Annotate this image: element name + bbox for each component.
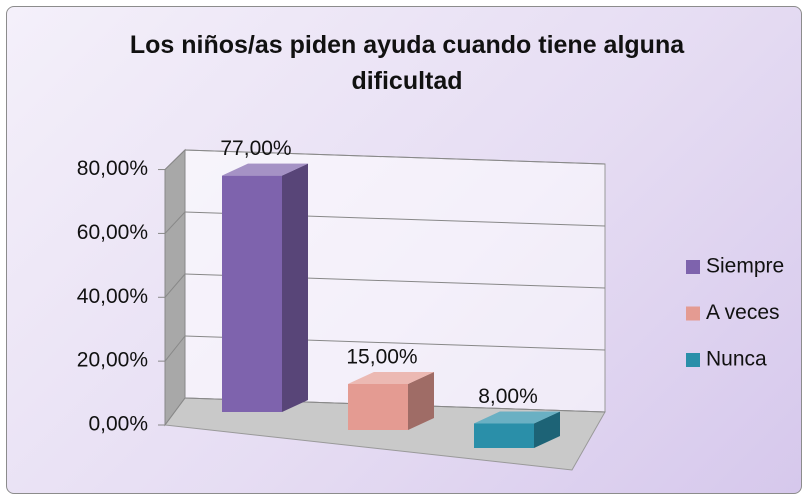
- bar-top-shade: [474, 411, 560, 424]
- bar-front: [222, 175, 282, 412]
- side-wall: [164, 148, 186, 427]
- bar-side-shade: [282, 163, 308, 412]
- bar-side: [408, 371, 434, 430]
- bar-top-shade: [222, 163, 308, 176]
- bar-side-shade: [408, 371, 434, 430]
- grid-line: [164, 211, 186, 234]
- bar-top: [348, 371, 434, 384]
- bar: [348, 371, 434, 430]
- bar-top: [474, 411, 560, 424]
- legend-swatch: [686, 260, 700, 274]
- bar-side: [534, 411, 560, 448]
- y-tick-label: 60,00%: [77, 221, 148, 244]
- value-label: 77,00%: [220, 137, 291, 160]
- bar-side: [282, 163, 308, 412]
- y-tick-label: 40,00%: [77, 285, 148, 308]
- y-tick-label: 0,00%: [88, 413, 148, 436]
- y-tick-label: 20,00%: [77, 349, 148, 372]
- value-label: 15,00%: [346, 346, 417, 369]
- grid-line: [184, 149, 606, 165]
- grid-line: [164, 335, 186, 362]
- legend-label: A veces: [706, 301, 780, 324]
- legend-swatch: [686, 353, 700, 367]
- y-tick-label: 80,00%: [77, 157, 148, 180]
- legend-swatch: [686, 306, 700, 321]
- value-label: 8,00%: [478, 385, 538, 408]
- bar: [222, 163, 308, 412]
- bar-front: [348, 383, 408, 430]
- legend-label: Nunca: [706, 348, 767, 371]
- bar-front: [474, 423, 534, 448]
- chart-title: Los niños/as piden ayuda cuando tiene al…: [129, 31, 685, 95]
- bar: [474, 411, 560, 448]
- bar-top: [222, 163, 308, 176]
- legend-label: Siempre: [706, 255, 784, 278]
- grid-line: [164, 149, 186, 170]
- grid-line: [164, 273, 186, 298]
- grid-line: [164, 397, 186, 426]
- bar-top-shade: [348, 371, 434, 384]
- bar-side-shade: [534, 411, 560, 448]
